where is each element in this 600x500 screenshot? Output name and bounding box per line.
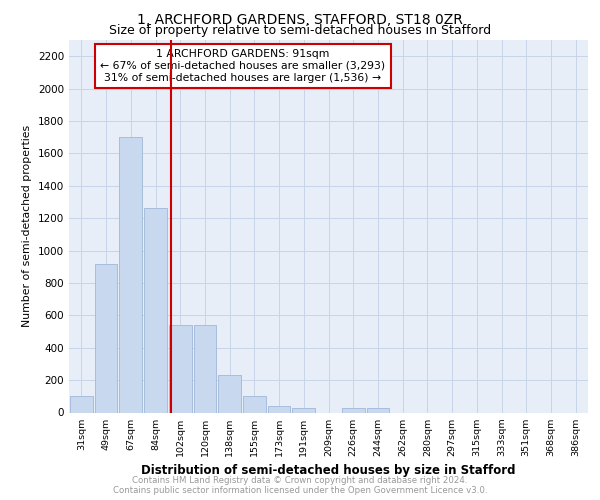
Text: Size of property relative to semi-detached houses in Stafford: Size of property relative to semi-detach… xyxy=(109,24,491,37)
Text: Contains HM Land Registry data © Crown copyright and database right 2024.
Contai: Contains HM Land Registry data © Crown c… xyxy=(113,476,487,495)
Y-axis label: Number of semi-detached properties: Number of semi-detached properties xyxy=(22,125,32,328)
Bar xyxy=(194,325,216,412)
Bar xyxy=(144,208,167,412)
X-axis label: Distribution of semi-detached houses by size in Stafford: Distribution of semi-detached houses by … xyxy=(141,464,516,477)
Bar xyxy=(218,375,241,412)
Bar xyxy=(119,137,142,412)
Bar xyxy=(95,264,118,412)
Bar xyxy=(169,325,191,412)
Bar xyxy=(292,408,315,412)
Text: 1 ARCHFORD GARDENS: 91sqm
← 67% of semi-detached houses are smaller (3,293)
31% : 1 ARCHFORD GARDENS: 91sqm ← 67% of semi-… xyxy=(100,50,385,82)
Bar xyxy=(342,408,365,412)
Bar xyxy=(268,406,290,412)
Bar xyxy=(367,408,389,412)
Bar xyxy=(70,396,93,412)
Text: 1, ARCHFORD GARDENS, STAFFORD, ST18 0ZR: 1, ARCHFORD GARDENS, STAFFORD, ST18 0ZR xyxy=(137,12,463,26)
Bar xyxy=(243,396,266,412)
